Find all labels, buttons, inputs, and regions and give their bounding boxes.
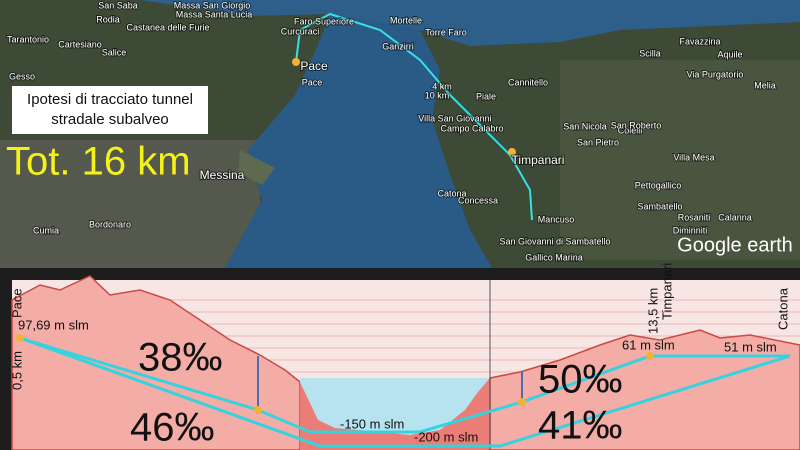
hills: [560, 60, 800, 260]
place-label: Mortelle: [390, 15, 422, 25]
place-label: San Saba: [98, 0, 138, 10]
caption-box: [12, 86, 208, 134]
place-label: Ganzirri: [382, 41, 414, 51]
marker: [508, 148, 516, 156]
grade: 38‰: [138, 336, 223, 380]
profile-vertical-label: Catona: [775, 287, 790, 330]
place-label: Torre Faro: [425, 27, 467, 37]
satellite-map: [0, 0, 800, 268]
place-label: Aquile: [717, 49, 742, 59]
place-label: Campo Calabro: [440, 123, 503, 133]
place-label: San Giovanni di Sambatello: [499, 236, 610, 246]
caption-line: Ipotesi di tracciato tunnel: [27, 91, 193, 108]
profile-vertical-label: Pace: [9, 288, 24, 318]
route-mark: 4 km: [432, 81, 452, 91]
place-label: Sambatello: [637, 201, 682, 211]
place-label: Cumia: [33, 225, 59, 235]
tunnel-route: [295, 12, 533, 221]
place-label: Rodia: [96, 14, 120, 24]
place-label: Pettogallico: [635, 180, 682, 190]
route-mark: 10 km: [425, 90, 450, 100]
place-label: Piale: [476, 91, 496, 101]
place-label: Favazzina: [679, 36, 720, 46]
place-label: Diminniti: [673, 225, 708, 235]
caption-line: stradale subalveo: [51, 111, 169, 128]
place-label: Villa San Giovanni: [418, 113, 491, 123]
marker: [16, 334, 24, 342]
place-label: Curcuraci: [281, 26, 320, 36]
marker: [254, 406, 262, 414]
place-label: Cartesiano: [58, 39, 102, 49]
place-label: Melia: [754, 80, 776, 90]
main-place-label: Timpanari: [512, 153, 565, 167]
place-label: Rosaniti: [678, 212, 711, 222]
place-label: Pace: [302, 77, 323, 87]
peninsula: [238, 150, 275, 185]
start-elevation: 97,69 m slm: [18, 317, 89, 332]
total-length: Tot. 16 km: [6, 140, 191, 184]
place-label: Massa San Giorgio: [174, 0, 251, 10]
place-label: Villa Mesa: [673, 152, 714, 162]
place-label: Scilla: [639, 48, 661, 58]
grade: 41‰: [538, 404, 623, 448]
brand: Google earth: [677, 234, 793, 256]
place-label: Mancuso: [538, 214, 575, 224]
terrain-right: [489, 329, 800, 450]
marker: [646, 352, 654, 360]
elevation: 51 m slm: [724, 339, 777, 354]
profile-vertical-label: 0,5 km: [9, 351, 24, 390]
place-label: Faro Superiore: [294, 16, 354, 26]
place-label: Calanna: [718, 212, 752, 222]
profile-vertical-label: 13,5 km: [645, 288, 660, 334]
main-place-label: Messina: [200, 168, 245, 182]
depth: -150 m slm: [340, 416, 404, 431]
place-label: Via Purgatorio: [687, 69, 744, 79]
urban-area: [0, 140, 260, 268]
place-label: San Nicola: [563, 121, 607, 131]
strait: [225, 14, 492, 268]
main-place-label: Pace: [300, 59, 328, 73]
terrain-left: [11, 275, 301, 450]
place-label: Bordonaro: [89, 219, 131, 229]
place-label: Castanea delle Furie: [126, 22, 209, 32]
place-label: San Roberto: [611, 120, 662, 130]
place-label: Massa Santa Lucia: [176, 9, 253, 19]
place-label: Colelli: [618, 125, 643, 135]
place-label: Gesso: [9, 71, 35, 81]
grade: 50‰: [538, 358, 623, 402]
place-label: Gallico Marina: [525, 252, 583, 262]
place-label: Cannitello: [508, 77, 548, 87]
marker: [292, 58, 300, 66]
place-label: Tarantonio: [7, 34, 49, 44]
place-label: San Pietro: [577, 137, 619, 147]
elevation-profile: [0, 268, 800, 450]
route-lower: [19, 336, 791, 448]
tyrrhenian-sea: [140, 0, 800, 46]
place-label: Catona: [437, 188, 466, 198]
profile-vertical-label: Timpanari: [659, 263, 674, 320]
grade: 46‰: [130, 406, 215, 450]
marker: [518, 398, 526, 406]
place-label: Salice: [102, 47, 127, 57]
place-label: Concessa: [458, 195, 498, 205]
elevation: 61 m slm: [622, 337, 675, 352]
depth: -200 m slm: [414, 429, 478, 444]
